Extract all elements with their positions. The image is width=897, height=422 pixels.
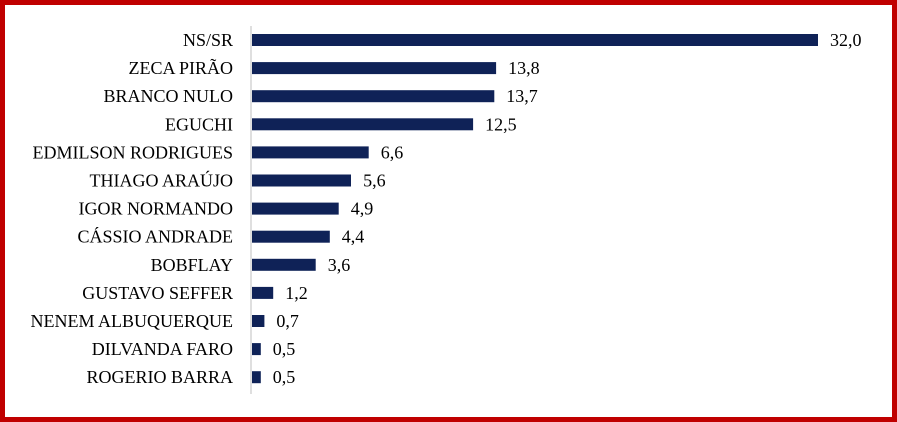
bar [252,315,265,327]
bar [252,343,261,356]
data-label: 4,9 [351,199,374,219]
category-label: THIAGO ARAÚJO [90,170,234,191]
category-label: EDMILSON RODRIGUES [32,142,233,162]
category-label: IGOR NORMANDO [78,199,233,219]
data-label: 0,7 [276,311,299,331]
category-label: ZECA PIRÃO [128,57,233,78]
data-label: 1,2 [285,283,308,303]
category-label: BOBFLAY [151,255,233,275]
data-label: 13,8 [508,58,539,78]
bar [252,258,316,271]
category-label: CÁSSIO ANDRADE [77,226,233,247]
data-label: 32,0 [830,30,862,50]
data-label: 13,7 [506,86,538,106]
bar [252,146,369,159]
category-label: BRANCO NULO [103,86,233,106]
data-label: 4,4 [342,227,365,247]
bar [252,286,274,299]
bar [252,118,474,131]
category-label: NS/SR [183,30,233,50]
bar [252,202,339,215]
bar [252,371,261,384]
bar [252,34,818,46]
bar [252,62,497,75]
category-label: DILVANDA FARO [92,339,233,359]
data-label: 12,5 [485,114,516,134]
bar [252,90,495,103]
bar [252,174,351,187]
data-label: 3,6 [328,255,351,275]
category-label: ROGERIO BARRA [86,367,233,387]
data-label: 5,6 [363,171,386,191]
data-label: 6,6 [381,142,404,162]
data-label: 0,5 [273,339,296,359]
data-label: 0,5 [273,367,296,387]
bar [252,230,330,243]
category-label: GUSTAVO SEFFER [82,283,233,303]
category-label: NENEM ALBUQUERQUE [31,311,234,331]
category-label: EGUCHI [165,114,233,134]
